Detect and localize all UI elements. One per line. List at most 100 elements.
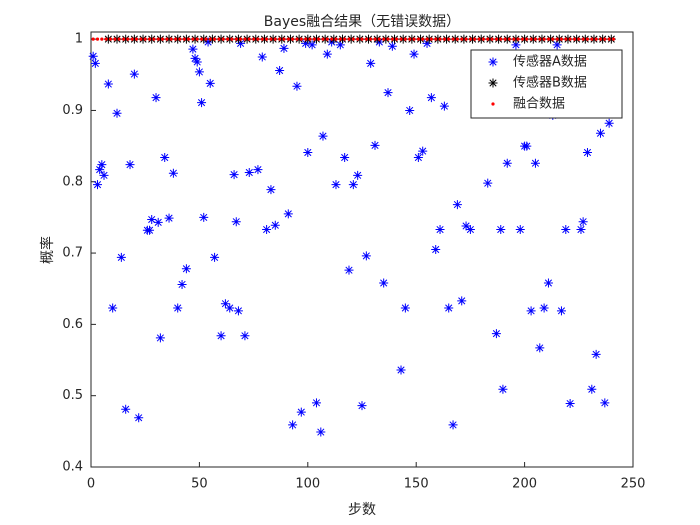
data-point	[530, 158, 540, 168]
data-point	[607, 37, 611, 41]
data-point	[340, 153, 350, 163]
data-point	[160, 37, 165, 41]
data-point	[450, 34, 460, 44]
data-point	[307, 40, 317, 50]
y-tick-label: 0.9	[62, 103, 83, 118]
data-point	[121, 404, 131, 414]
data-point	[117, 37, 121, 41]
data-point	[468, 34, 478, 44]
data-point	[178, 37, 182, 41]
data-point	[322, 49, 332, 59]
data-point	[435, 225, 445, 235]
data-point	[546, 37, 551, 41]
data-point	[412, 37, 416, 41]
data-point	[572, 37, 577, 41]
y-tick-label: 0.7	[62, 246, 83, 261]
data-point	[611, 37, 616, 41]
data-point	[496, 225, 506, 235]
data-point	[356, 37, 360, 41]
data-point	[370, 140, 380, 150]
data-point	[457, 296, 467, 306]
data-point	[95, 37, 100, 41]
data-point	[520, 34, 530, 44]
data-point	[559, 37, 564, 41]
data-point	[407, 34, 417, 44]
data-point	[112, 34, 122, 44]
x-tick-label: 250	[621, 477, 646, 492]
data-point	[294, 34, 304, 44]
data-point	[330, 37, 334, 41]
data-point	[578, 217, 588, 227]
data-point	[217, 37, 221, 41]
data-point	[387, 41, 397, 51]
data-point	[243, 37, 247, 41]
data-point	[366, 58, 376, 68]
data-point	[268, 34, 278, 44]
data-point	[308, 37, 312, 41]
data-point	[572, 34, 582, 44]
data-point	[405, 105, 415, 115]
data-point	[99, 170, 109, 180]
data-point	[373, 37, 377, 41]
data-point	[398, 34, 408, 44]
data-point	[585, 37, 590, 41]
data-point	[598, 37, 603, 41]
data-point	[165, 37, 169, 41]
data-point	[386, 37, 390, 41]
data-point	[233, 34, 243, 44]
data-point	[191, 37, 195, 41]
data-point	[304, 37, 308, 41]
data-point	[182, 37, 186, 41]
data-point	[97, 160, 107, 170]
data-point	[195, 37, 199, 41]
data-point	[353, 170, 363, 180]
data-point	[325, 37, 329, 41]
data-point	[192, 57, 202, 67]
data-point	[606, 34, 616, 44]
data-point	[130, 37, 134, 41]
data-point	[283, 209, 293, 219]
data-point	[312, 37, 316, 41]
data-point	[240, 331, 250, 341]
data-point	[194, 67, 204, 77]
data-point	[247, 37, 251, 41]
data-point	[408, 37, 412, 41]
data-point	[181, 264, 191, 274]
data-point	[199, 212, 209, 222]
chart-title: Bayes融合结果（无错误数据）	[264, 14, 460, 30]
data-point	[108, 37, 113, 41]
data-point	[90, 58, 100, 68]
data-point	[600, 398, 610, 408]
data-point	[129, 69, 139, 79]
data-point	[460, 37, 464, 41]
legend-label: 融合数据	[513, 97, 565, 112]
data-point	[425, 37, 429, 41]
data-point	[234, 37, 238, 41]
data-point	[329, 34, 339, 44]
data-point	[236, 38, 246, 48]
data-point	[403, 37, 407, 41]
data-point	[481, 37, 486, 41]
data-point	[288, 420, 298, 430]
data-point	[270, 220, 280, 230]
data-point	[564, 37, 568, 41]
legend-label: 传感器B数据	[513, 75, 587, 91]
data-point	[390, 37, 394, 41]
data-point	[502, 34, 512, 44]
data-point	[138, 34, 148, 44]
data-point	[121, 37, 126, 41]
data-point	[311, 398, 321, 408]
x-axis-label: 步数	[348, 502, 376, 518]
legend-marker	[488, 57, 498, 67]
data-point	[164, 34, 174, 44]
data-point	[603, 37, 607, 41]
data-point	[498, 384, 508, 394]
data-point	[434, 37, 438, 41]
data-point	[473, 37, 477, 41]
data-point	[418, 146, 428, 156]
data-point	[151, 93, 161, 103]
data-point	[155, 34, 165, 44]
data-point	[230, 37, 234, 41]
data-point	[265, 37, 269, 41]
